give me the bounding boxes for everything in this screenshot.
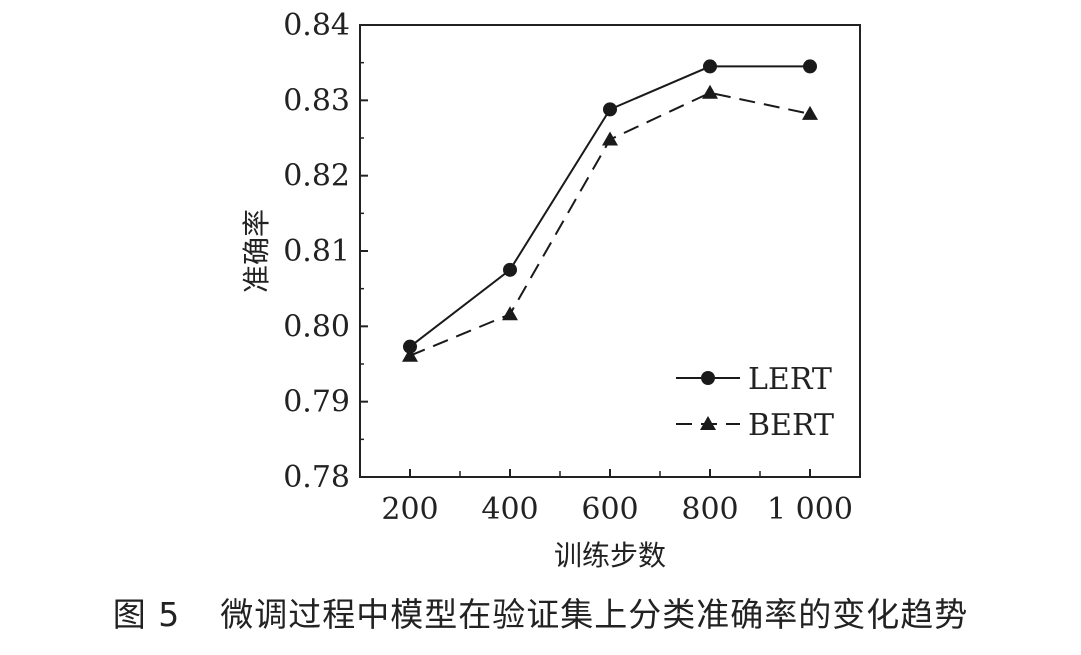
figure-number: 图 5 — [112, 595, 181, 634]
bert-point — [502, 306, 518, 321]
y-tick-label: 0.83 — [283, 83, 350, 118]
legend-label-lert: LERT — [748, 362, 832, 397]
lert-point — [603, 102, 617, 117]
lert-point — [503, 262, 517, 277]
x-tick-label: 400 — [481, 492, 538, 527]
x-tick-label: 200 — [381, 492, 438, 527]
y-tick-label: 0.81 — [283, 234, 350, 269]
bert-point — [602, 131, 618, 146]
figure-caption: 图 5 微调过程中模型在验证集上分类准确率的变化趋势 — [0, 588, 1081, 636]
figure-caption-text: 微调过程中模型在验证集上分类准确率的变化趋势 — [220, 595, 969, 634]
y-tick-label: 0.78 — [283, 460, 350, 495]
x-axis-title: 训练步数 — [554, 539, 666, 572]
y-axis-title: 准确率 — [240, 209, 273, 293]
x-tick-label: 800 — [681, 492, 738, 527]
lert-point — [703, 59, 717, 74]
legend-label-bert: BERT — [748, 408, 834, 443]
bert-point — [702, 84, 718, 99]
x-tick-label: 1 000 — [767, 492, 853, 527]
y-tick-label: 0.79 — [283, 385, 350, 420]
y-tick-label: 0.80 — [283, 309, 350, 344]
bert-point — [402, 347, 418, 362]
lert-point — [803, 59, 817, 74]
legend-marker-bert — [700, 416, 716, 430]
bert-point — [802, 105, 818, 120]
legend-marker-lert — [701, 371, 715, 385]
line-chart: 0.78 0.79 0.80 0.81 0.82 0.83 0.84 200 400 600 800… — [240, 8, 861, 572]
y-tick-label: 0.82 — [283, 159, 350, 194]
x-tick-label: 600 — [581, 492, 638, 527]
lert-point — [403, 339, 417, 354]
y-tick-label: 0.84 — [283, 8, 350, 43]
